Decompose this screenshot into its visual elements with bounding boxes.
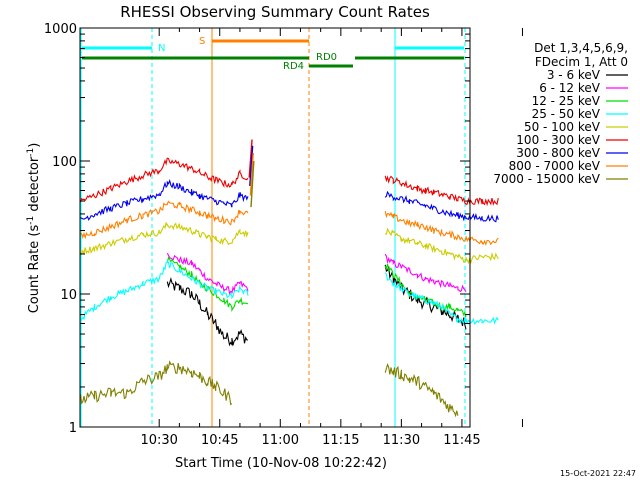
series-line-2 <box>166 252 467 296</box>
legend-header-line-2: FDecim 1, Att 0 <box>535 55 628 69</box>
y-tick-label: 10 <box>60 288 77 303</box>
series-spike-olive <box>250 160 255 208</box>
legend-label: 3 - 6 keV <box>547 68 601 82</box>
legend-label: 12 - 25 keV <box>532 94 601 108</box>
series-spike-orange <box>249 152 254 196</box>
y-axis-label: Count Rate (s-1 detector-1) <box>26 143 42 314</box>
x-axis-label: Start Time (10-Nov-08 10:22:42) <box>175 456 387 471</box>
legend-label: 300 - 800 keV <box>516 146 600 160</box>
y-axis-label-sup1: -1 <box>26 216 36 225</box>
y-axis-label-end: ) <box>27 143 42 148</box>
series-line-8 <box>80 200 499 246</box>
legend-header-line-1: Det 1,3,4,5,6,9, <box>534 41 628 55</box>
x-tick-label: 10:30 <box>140 433 177 448</box>
annot-s-label: S <box>199 36 205 47</box>
y-axis-label-mid: detector <box>27 156 42 216</box>
generation-timestamp: 15-Oct-2021 22:47 <box>560 469 636 478</box>
series-line-6 <box>79 157 499 207</box>
chart-title: RHESSI Observing Summary Count Rates <box>120 3 430 21</box>
y-tick-label: 1000 <box>44 22 77 37</box>
legend-label: 100 - 300 keV <box>516 133 600 147</box>
x-tick-label: 11:30 <box>383 433 420 448</box>
x-tick-label: 11:00 <box>262 433 299 448</box>
x-tick-label: 10:45 <box>201 433 238 448</box>
y-tick-label: 100 <box>52 155 77 170</box>
annot-rd4-label: RD4 <box>283 61 304 72</box>
series-line-5 <box>79 221 499 265</box>
series-layer <box>79 139 499 418</box>
series-line-7 <box>80 178 499 223</box>
legend-label: 800 - 7000 keV <box>509 159 601 173</box>
y-axis-label-main: Count Rate (s <box>27 225 42 314</box>
x-tick-label: 11:45 <box>443 433 480 448</box>
series-spike-red <box>248 139 253 178</box>
plot-frame <box>79 27 471 428</box>
series-line-4 <box>80 259 499 326</box>
x-tick-label: 11:15 <box>322 433 359 448</box>
annot-rd0-label: RD0 <box>316 52 337 63</box>
annotation-layer: N S RD0 RD4 <box>80 28 466 427</box>
annot-n-label: N <box>158 43 165 54</box>
legend-label: 50 - 100 keV <box>524 120 601 134</box>
legend-label: 6 - 12 keV <box>539 81 601 95</box>
tick-layer: 10:30 10:45 11:00 11:15 11:30 11:45 1 10 100 1000 <box>44 22 523 448</box>
legend-label: 25 - 50 keV <box>532 107 601 121</box>
y-axis-label-sup2: -1 <box>26 148 36 157</box>
series-spike-blue <box>249 145 254 186</box>
series-line-9 <box>79 360 459 418</box>
y-tick-label: 1 <box>69 421 77 436</box>
legend-label: 7000 - 15000 keV <box>493 172 600 186</box>
